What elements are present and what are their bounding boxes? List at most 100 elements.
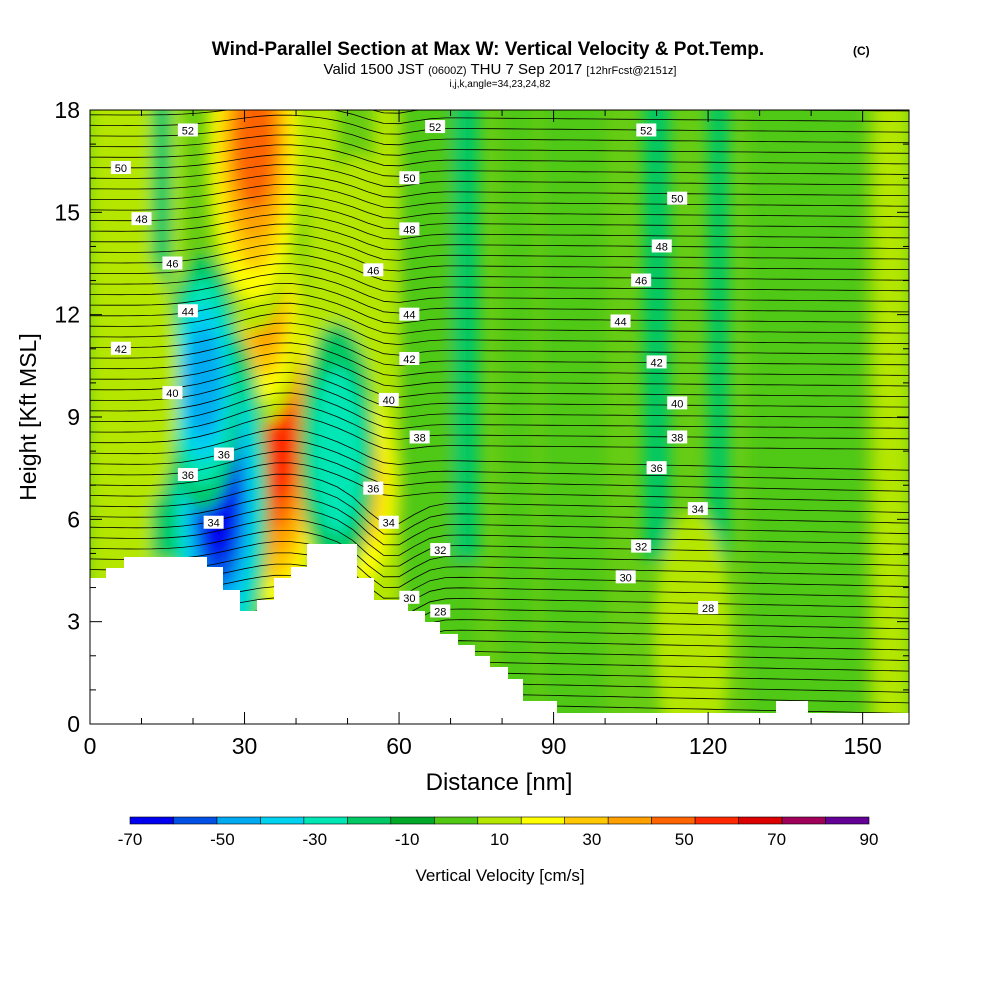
section-params: i,j,k,angle=34,23,24,82 [450,79,551,90]
isentrope-label: 50 [667,191,688,206]
isentrope [90,114,909,135]
isentrope-label-text: 30 [620,572,632,584]
colorbar-tick-label: -70 [118,830,143,849]
isentrope-label-bg [698,601,719,615]
isentrope [90,183,909,209]
isentrope-label-bg [399,352,420,366]
colorbar-segment [651,816,696,825]
isentrope [90,414,909,451]
colorbar-tick-label: 50 [675,830,694,849]
isentrope-label-text: 46 [367,265,379,277]
isentrope [90,352,909,388]
colorbar-segment [825,816,870,825]
isentrope-label-bg [687,502,708,516]
x-tick-label: 120 [689,733,727,759]
isentrope [90,462,909,503]
isentrope [90,362,909,398]
valid-forecast: [12hrFcst@2151z] [586,65,676,77]
isentrope [90,302,909,335]
velocity-streak [453,110,479,561]
isentrope-label-bg [363,481,384,495]
isentrope-label: 28 [430,604,451,618]
colorbar-tick-label: 90 [860,830,879,849]
isentrope [90,574,909,620]
x-tick-label: 30 [232,733,258,759]
isentrope-label-text: 34 [692,504,704,516]
isentrope-label-text: 42 [115,344,127,356]
isentrope-lines [90,110,909,724]
isentrope-label-bg [177,123,198,137]
isentrope-label-text: 42 [403,354,415,366]
colorbar-segment [260,816,305,825]
isentrope [90,552,909,599]
isentrope-label: 32 [631,539,652,554]
isentrope-label: 42 [399,352,420,366]
colorbar-tick-label: 30 [582,830,601,849]
isentrope-label-bg [430,604,451,618]
isentrope-label: 44 [177,304,198,318]
colorbar-tick-label: 10 [490,830,509,849]
isentrope-label: 36 [177,467,198,482]
velocity-cell [311,367,364,536]
isentrope [90,507,909,556]
x-axis: 0 30 60 90 120 150 [84,110,882,759]
colorbar-tick-label: 70 [767,830,786,849]
isentrope-label-bg [667,430,688,444]
isentrope-label-text: 34 [207,518,219,530]
isentrope-label: 34 [687,502,708,516]
velocity-band [543,110,606,724]
y-tick-label: 3 [67,609,80,635]
isentrope [90,223,909,251]
isentrope [90,203,909,230]
isentrope-label: 44 [399,307,420,322]
isentrope-label: 38 [667,430,688,444]
isentrope-label-text: 40 [383,395,395,407]
x-tick-label: 90 [541,733,567,759]
isentrope-label-bg [110,341,131,355]
isentrope-label-bg [646,355,667,369]
colorbar-tick-label: -30 [302,830,327,849]
isentrope-label-text: 36 [367,484,379,496]
colorbar-segment [738,816,783,825]
valid-line: Valid 1500 JST (0600Z) THU 7 Sep 2017 [1… [324,61,677,78]
isentrope-label: 30 [615,570,636,584]
isentrope [90,485,909,535]
isentrope-label: 52 [177,123,198,137]
valid-prefix: Valid 1500 JST [324,61,424,78]
isentrope [90,124,909,146]
colorbar-segment [173,816,218,825]
velocity-streak [708,110,729,561]
isentrope-label: 42 [110,341,131,356]
isentrope-label: 48 [651,239,672,253]
isentrope [90,541,909,588]
isentrope-label-bg [203,515,224,529]
isentrope-label-bg [131,212,152,226]
isentrope-label-bg [615,570,636,584]
isentrope [90,213,909,240]
isentrope-label-bg [409,430,430,444]
isentrope-label-text: 42 [650,357,662,369]
isentrope-label: 52 [636,123,657,137]
isentrope-label-text: 48 [403,224,415,236]
isentrope-label-bg [636,123,657,137]
isentrope-label-bg [162,256,183,270]
isentrope [90,154,909,177]
isentrope [90,392,909,430]
isentrope [90,372,909,409]
isentrope-label-bg [399,590,420,604]
isentrope-label: 36 [213,447,234,462]
chart-title: Wind-Parallel Section at Max W: Vertical… [212,39,764,60]
isentrope [90,322,909,356]
colorbar-segment [477,816,522,825]
isentrope-label-text: 34 [383,518,395,530]
valid-zulu: (0600Z) [428,65,467,77]
isentrope-labels: 52 52 52 50 50 50 48 48 48 46 46 46 44 44 44 42 42 42 40 40… [110,120,719,618]
isentrope-label: 36 [363,481,384,496]
isentrope-label-bg [399,222,420,236]
velocity-streak [643,110,670,561]
isentrope-label-text: 50 [115,163,127,175]
isentrope [90,253,909,282]
isentrope-label-text: 28 [434,606,446,618]
isentrope [90,428,909,471]
